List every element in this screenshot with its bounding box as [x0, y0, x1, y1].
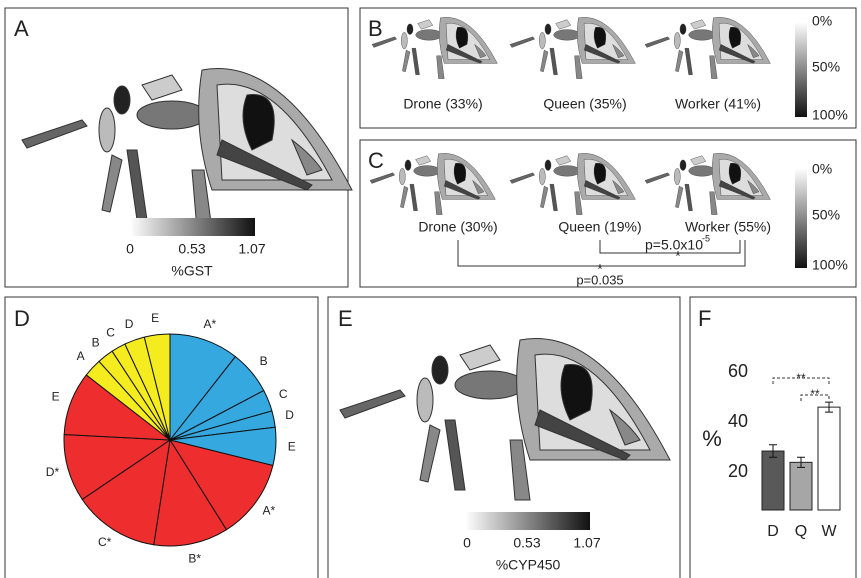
- bee-illustration: [339, 338, 671, 501]
- error-bar: [797, 456, 805, 468]
- colorbar-title: %CYP450: [496, 557, 561, 573]
- panel-d: [4, 296, 319, 578]
- colorbar-label: 1.07: [573, 535, 600, 551]
- caste-label: Worker (55%): [685, 219, 771, 235]
- y-tick-label: 60: [728, 361, 748, 381]
- colorbar: [130, 218, 255, 236]
- slice-label: E: [52, 390, 60, 404]
- colorbar-label: 0%: [812, 13, 832, 29]
- y-tick-label: 40: [728, 411, 748, 431]
- slice-label: A: [77, 349, 85, 363]
- bee-illustration: [21, 68, 353, 231]
- slice-label: E: [288, 440, 296, 454]
- panel-a: [4, 7, 349, 288]
- caste-label: Queen (19%): [558, 219, 641, 235]
- bar: [761, 450, 785, 511]
- y-axis-label: %: [702, 426, 722, 451]
- colorbar-label: 0%: [812, 161, 832, 177]
- pie-slice: [168, 439, 274, 531]
- panel-c: [359, 139, 857, 288]
- bee-illustration: [369, 153, 496, 215]
- bee-illustration: [509, 17, 636, 79]
- colorbar: [795, 168, 807, 268]
- panel-letter: C: [368, 148, 384, 173]
- error-bar: [769, 444, 777, 458]
- y-tick-label: 20: [728, 461, 748, 481]
- colorbar-label: 0: [463, 535, 471, 551]
- panel-e: [327, 296, 681, 578]
- x-tick-label: W: [821, 523, 837, 540]
- panel-letter: A: [14, 16, 29, 41]
- bar: [817, 406, 841, 511]
- colorbar-label: 50%: [812, 207, 840, 223]
- slice-label: B*: [188, 552, 201, 566]
- pie-slice: [143, 333, 171, 441]
- panel-letter: F: [698, 306, 711, 331]
- panel-b: [359, 7, 857, 129]
- colorbar: [465, 512, 590, 530]
- slice-label: B: [92, 335, 100, 349]
- slice-label: C*: [98, 535, 112, 549]
- panel-letter: D: [14, 306, 30, 331]
- colorbar-title: %GST: [171, 263, 213, 279]
- colorbar: [795, 22, 807, 117]
- slice-label: B: [260, 354, 268, 368]
- bee-illustration: [644, 17, 771, 79]
- significance-star: **: [810, 387, 820, 401]
- significance-star: *: [675, 248, 681, 264]
- colorbar-label: 0.53: [178, 241, 205, 257]
- bee-illustration: [644, 153, 771, 215]
- pie-slice: [169, 333, 237, 442]
- error-bar: [825, 401, 833, 413]
- caste-label: Worker (41%): [675, 96, 761, 112]
- colorbar-label: 1.07: [238, 241, 265, 257]
- bee-illustration: [371, 17, 498, 79]
- slice-label: A*: [203, 317, 216, 331]
- slice-label: A*: [263, 504, 276, 518]
- slice-label: E: [151, 311, 159, 325]
- significance-star: **: [796, 371, 806, 385]
- significance-bracket: [457, 240, 746, 267]
- caste-label: Drone (30%): [418, 219, 497, 235]
- x-tick-label: D: [767, 523, 779, 540]
- bar: [789, 461, 813, 511]
- pie-slice: [81, 438, 171, 546]
- p-value: p=5.0x10: [645, 237, 703, 253]
- p-value-exponent: -5: [702, 233, 710, 243]
- caste-label: Queen (35%): [543, 96, 626, 112]
- p-value: p=0.035: [576, 272, 623, 287]
- colorbar-label: 100%: [812, 257, 848, 273]
- colorbar-label: 0.53: [513, 535, 540, 551]
- colorbar-label: 0: [126, 241, 134, 257]
- significance-star: *: [597, 261, 603, 277]
- colorbar-label: 50%: [812, 59, 840, 75]
- slice-label: D: [125, 317, 134, 331]
- colorbar-label: 100%: [812, 107, 848, 123]
- bee-illustration: [509, 153, 636, 215]
- slice-label: D: [285, 408, 294, 422]
- panel-letter: E: [338, 306, 353, 331]
- slice-label: C: [279, 387, 288, 401]
- pie-slice: [153, 438, 228, 547]
- slice-label: C: [106, 326, 115, 340]
- panel-f: [689, 296, 857, 578]
- slice-label: D*: [46, 465, 60, 479]
- significance-bracket: [772, 377, 830, 401]
- x-tick-label: Q: [795, 523, 807, 540]
- panel-letter: B: [368, 16, 383, 41]
- caste-label: Drone (33%): [403, 96, 482, 112]
